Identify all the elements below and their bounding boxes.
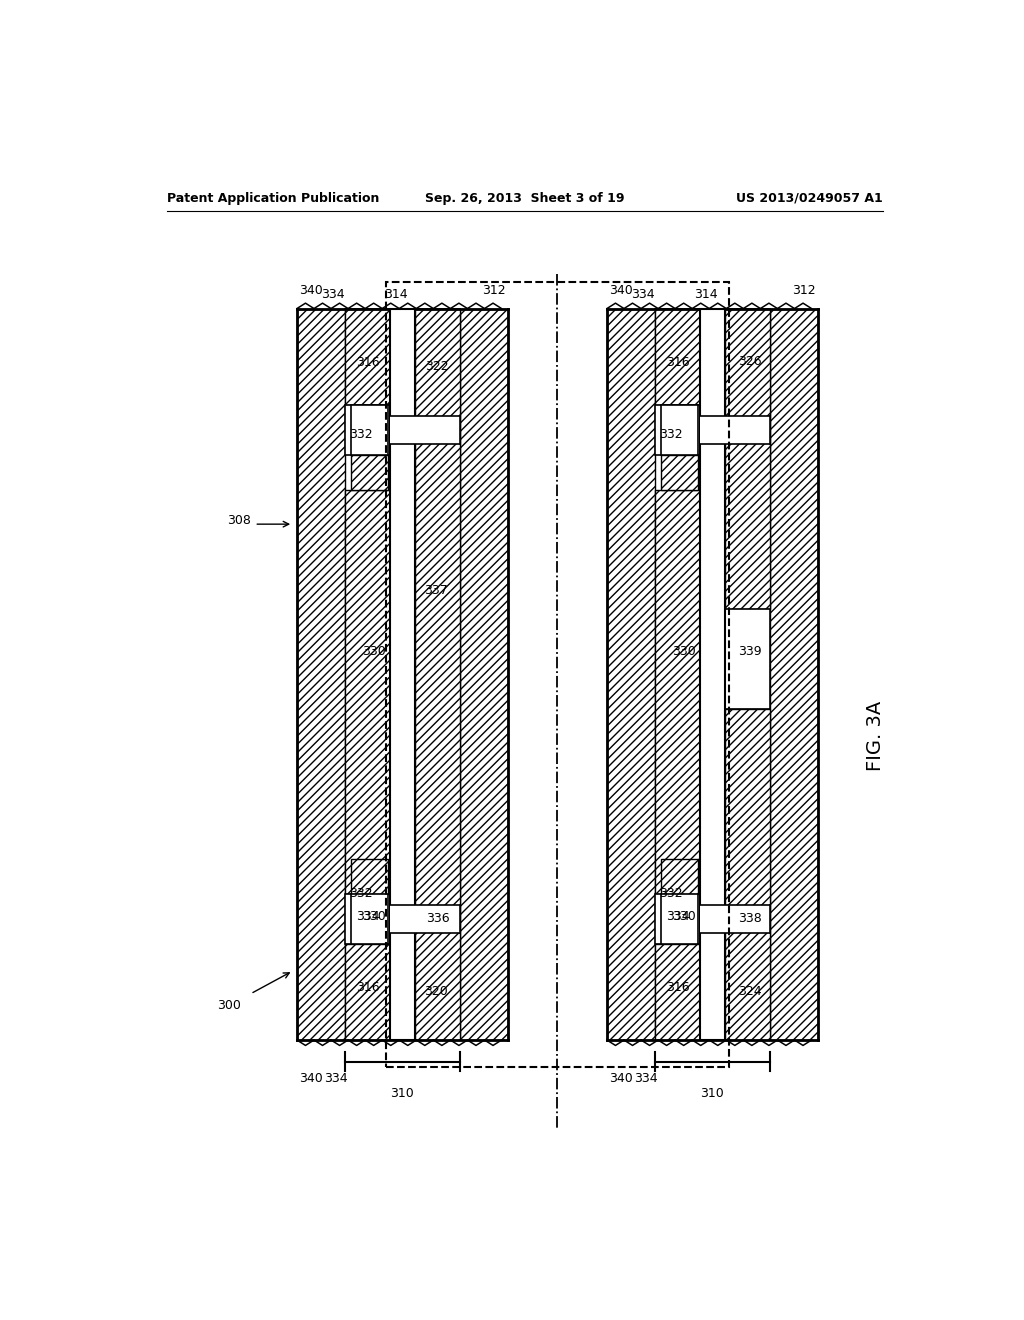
Bar	[345, 894, 390, 944]
Bar	[390, 416, 460, 444]
Text: 332: 332	[349, 428, 373, 441]
Text: 332: 332	[658, 428, 682, 441]
Text: 314: 314	[694, 288, 718, 301]
Bar	[460, 309, 508, 1040]
Bar	[655, 490, 700, 894]
Bar	[725, 709, 770, 1040]
Bar	[297, 309, 345, 1040]
Bar	[351, 405, 388, 455]
Text: 340: 340	[609, 1072, 633, 1085]
Text: 330: 330	[673, 644, 696, 657]
Text: FIG. 3A: FIG. 3A	[866, 701, 886, 771]
Bar	[415, 309, 460, 1040]
Bar	[351, 859, 388, 894]
Bar	[390, 309, 415, 1040]
Text: 334: 334	[634, 1072, 657, 1085]
Bar	[655, 309, 700, 405]
Bar	[725, 609, 770, 709]
Text: 316: 316	[356, 356, 380, 370]
Bar	[345, 405, 390, 455]
Text: 314: 314	[384, 288, 408, 301]
Text: 339: 339	[737, 644, 762, 657]
Text: 312: 312	[482, 284, 506, 297]
Text: 330: 330	[362, 911, 386, 924]
Bar	[345, 490, 390, 894]
Text: 310: 310	[390, 1088, 415, 1101]
Bar	[351, 455, 388, 490]
Bar	[655, 944, 700, 1040]
Text: 332: 332	[658, 887, 682, 900]
Text: 312: 312	[792, 284, 815, 297]
Bar	[662, 405, 698, 455]
Text: 334: 334	[321, 288, 344, 301]
Text: 340: 340	[299, 284, 323, 297]
Bar	[770, 309, 818, 1040]
Text: 324: 324	[737, 986, 762, 998]
Text: 336: 336	[426, 912, 450, 925]
Bar	[655, 309, 770, 1040]
Text: 334: 334	[631, 288, 654, 301]
Bar	[345, 309, 460, 1040]
Bar	[662, 455, 698, 490]
Text: 316: 316	[667, 356, 690, 370]
Bar	[390, 906, 460, 933]
Bar	[351, 894, 388, 944]
Text: 326: 326	[737, 355, 762, 368]
Text: 300: 300	[217, 999, 241, 1012]
Text: US 2013/0249057 A1: US 2013/0249057 A1	[736, 191, 883, 205]
Text: 330: 330	[673, 911, 696, 924]
Text: Patent Application Publication: Patent Application Publication	[167, 191, 379, 205]
Text: 322: 322	[425, 360, 449, 372]
Text: 334: 334	[667, 909, 690, 923]
Text: 310: 310	[700, 1088, 724, 1101]
Bar	[662, 859, 698, 894]
Text: 334: 334	[356, 909, 380, 923]
Bar	[386, 281, 729, 1067]
Text: 330: 330	[362, 644, 386, 657]
Text: 334: 334	[324, 1072, 347, 1085]
Text: 340: 340	[609, 284, 633, 297]
Text: 316: 316	[356, 981, 380, 994]
Bar	[345, 309, 390, 405]
Bar	[662, 894, 698, 944]
Text: 332: 332	[349, 887, 373, 900]
Bar	[700, 416, 770, 444]
Bar	[700, 309, 725, 1040]
Text: 338: 338	[737, 912, 762, 925]
Text: 308: 308	[227, 513, 251, 527]
Bar	[655, 894, 700, 944]
Bar	[700, 906, 770, 933]
Text: Sep. 26, 2013  Sheet 3 of 19: Sep. 26, 2013 Sheet 3 of 19	[425, 191, 625, 205]
Text: 337: 337	[425, 585, 449, 597]
Bar	[345, 944, 390, 1040]
Bar	[655, 405, 700, 455]
Bar	[725, 309, 770, 609]
Text: 316: 316	[667, 981, 690, 994]
Text: 320: 320	[425, 986, 449, 998]
Text: 340: 340	[299, 1072, 323, 1085]
Bar	[607, 309, 655, 1040]
